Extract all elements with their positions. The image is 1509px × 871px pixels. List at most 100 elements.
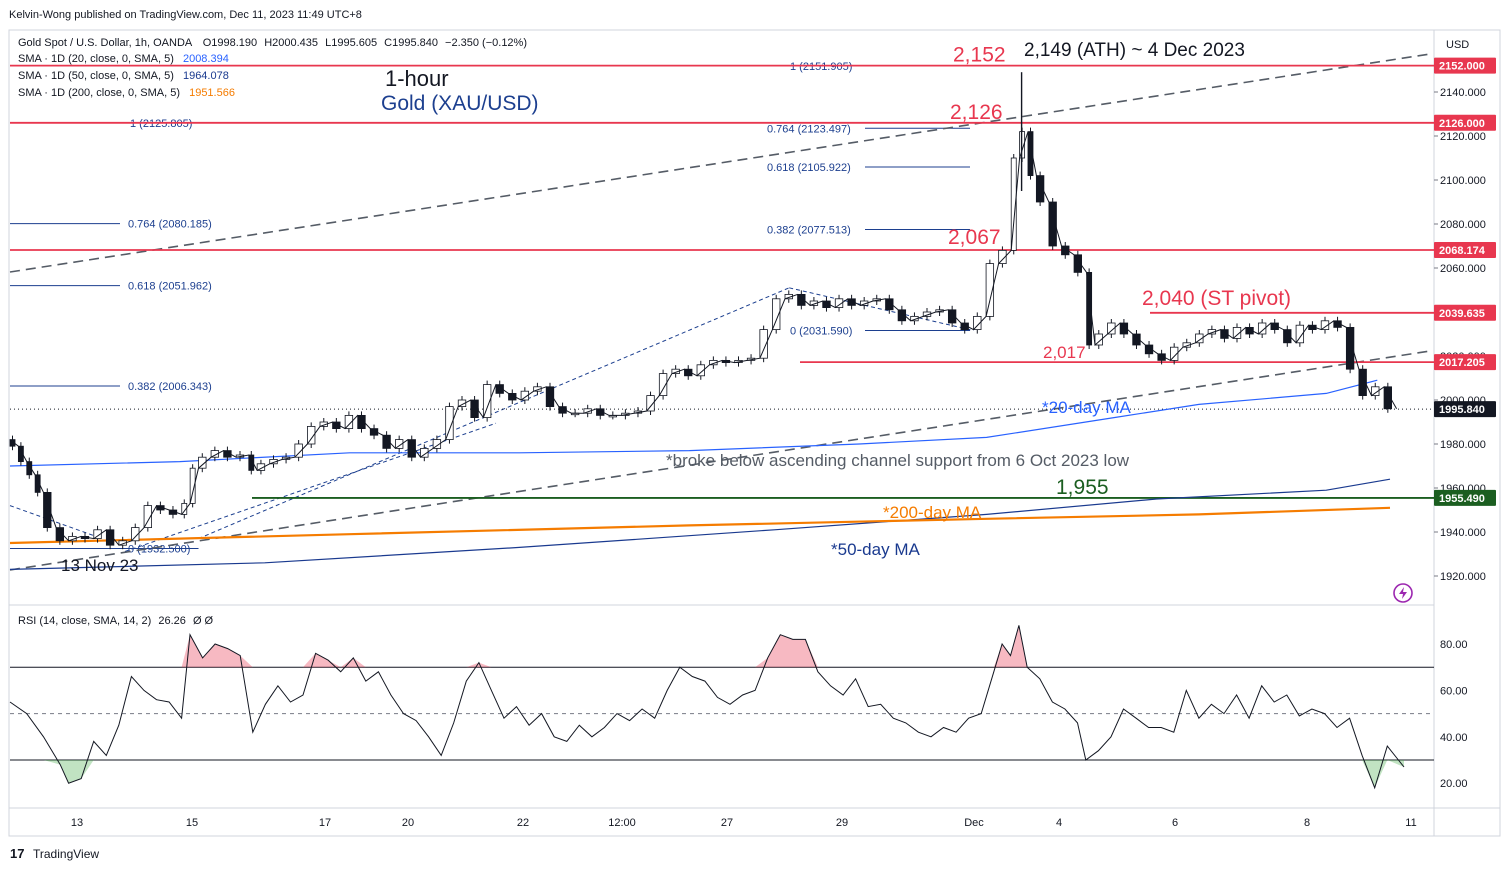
candle-body bbox=[1358, 368, 1367, 397]
time-tick-label: 6 bbox=[1172, 817, 1178, 829]
rsi-tick-label: 60.00 bbox=[1440, 685, 1468, 697]
level-label: 2,017 bbox=[1043, 343, 1086, 362]
channel-note: *broke below ascending channel support f… bbox=[666, 451, 1130, 470]
currency-label: USD bbox=[1446, 39, 1469, 51]
candle-body bbox=[1170, 346, 1179, 361]
fib-right-label: 0.618 (2105.922) bbox=[767, 162, 851, 174]
candle-body bbox=[834, 298, 844, 308]
alert-icon[interactable] bbox=[1393, 583, 1413, 603]
candle-body bbox=[1107, 322, 1116, 335]
time-tick-label: 12:00 bbox=[608, 817, 636, 829]
price-tick-label: 1920.000 bbox=[1440, 571, 1486, 583]
rsi-tick-label: 80.00 bbox=[1440, 639, 1468, 651]
candle-body bbox=[248, 454, 255, 471]
current-price-badge: 1995.840 bbox=[1439, 404, 1485, 416]
time-tick-label: 17 bbox=[319, 817, 331, 829]
candle-body bbox=[307, 425, 316, 445]
candle-body bbox=[1371, 386, 1380, 396]
time-tick-label: 4 bbox=[1056, 817, 1062, 829]
candle-body bbox=[420, 447, 429, 458]
candle-body bbox=[772, 298, 781, 330]
sma200-legend: SMA · 1D (200, close, 0, SMA, 5) 1951.56… bbox=[18, 87, 235, 99]
candle-body bbox=[1094, 333, 1103, 346]
level-label: 2,067 bbox=[948, 226, 1001, 249]
candle-body bbox=[457, 399, 467, 407]
candle-body bbox=[947, 309, 957, 324]
candle-body bbox=[1245, 326, 1254, 335]
rsi-oversold-fill bbox=[10, 760, 1404, 788]
instrument-label: Gold (XAU/USD) bbox=[381, 92, 539, 115]
fib-right-label: 0.382 (2077.513) bbox=[767, 224, 851, 236]
candle-body bbox=[1232, 326, 1242, 339]
candle-body bbox=[43, 491, 52, 528]
price-tick-label: 2060.000 bbox=[1440, 263, 1486, 275]
candle-body bbox=[684, 368, 693, 377]
candle-body bbox=[658, 373, 668, 397]
time-tick-label: 20 bbox=[402, 817, 414, 829]
time-tick-label: 11 bbox=[1405, 817, 1416, 829]
moving-averages bbox=[9, 379, 1391, 570]
candle-body bbox=[445, 406, 454, 441]
level-badge: 2126.000 bbox=[1439, 118, 1485, 130]
rsi-overbought-fill bbox=[10, 625, 1404, 668]
fib-right-label: 0 (2031.590) bbox=[790, 326, 852, 338]
fib-left-label: 0.764 (2080.185) bbox=[128, 219, 212, 231]
candle-body bbox=[382, 434, 391, 449]
candle-body bbox=[1073, 254, 1082, 273]
candle-body bbox=[520, 390, 530, 401]
fib-right-label: 1 (2151.905) bbox=[790, 61, 852, 73]
sma200-line bbox=[9, 506, 1391, 545]
candle-body bbox=[294, 443, 303, 458]
candle-body bbox=[55, 527, 65, 542]
candle-body bbox=[897, 309, 907, 322]
candle-body bbox=[847, 298, 856, 306]
candle-body bbox=[105, 529, 115, 546]
candle-body bbox=[1061, 245, 1070, 256]
ma200-label: *200-day MA bbox=[883, 503, 982, 522]
horizontal-levels: 2,152 2,126 2,067 2,040 (ST pivot) 2,017 1,95… bbox=[10, 44, 1434, 499]
time-tick-label: 13 bbox=[71, 817, 83, 829]
candle-body bbox=[1035, 175, 1045, 203]
level-badge-bg bbox=[1434, 114, 1496, 131]
candle-body bbox=[181, 502, 188, 515]
candle-body bbox=[1257, 322, 1267, 335]
candle-body bbox=[9, 439, 16, 447]
candle-body bbox=[17, 445, 24, 463]
time-tick-label: Dec bbox=[964, 817, 984, 829]
candle-body bbox=[223, 450, 232, 458]
candle-body bbox=[344, 414, 354, 429]
price-series bbox=[9, 72, 1398, 550]
fib-left-label: 1 (2125.805) bbox=[130, 118, 192, 130]
level-badge-bg bbox=[1434, 242, 1496, 259]
price-line bbox=[9, 131, 1398, 546]
price-badges: 2152.000 2126.000 2068.174 2039.635 2017.205… bbox=[1434, 57, 1496, 506]
fib-left-label: 0.382 (2006.343) bbox=[128, 381, 212, 393]
sma20-line bbox=[9, 379, 1378, 467]
candle-body bbox=[332, 421, 341, 429]
candle-body bbox=[596, 408, 605, 416]
price-tick-label: 1980.000 bbox=[1440, 439, 1486, 451]
level-badge: 1955.490 bbox=[1439, 493, 1485, 505]
level-label: 2,040 (ST pivot) bbox=[1142, 287, 1291, 310]
candle-body bbox=[1320, 320, 1330, 330]
candle-body bbox=[1195, 333, 1204, 344]
time-tick-label: 29 bbox=[836, 817, 848, 829]
candle-body bbox=[131, 527, 140, 542]
candle-body bbox=[26, 461, 33, 476]
candle-body bbox=[1333, 320, 1342, 328]
candle-body bbox=[646, 395, 655, 412]
candle-body bbox=[508, 392, 517, 401]
published-line: Kelvin-Wong published on TradingView.com… bbox=[9, 9, 362, 21]
price-tick-label: 2080.000 bbox=[1440, 219, 1486, 231]
sma20-legend: SMA · 1D (20, close, 0, SMA, 5) 2008.394 bbox=[18, 53, 229, 65]
candle-body bbox=[210, 450, 220, 458]
level-badge: 2017.205 bbox=[1439, 357, 1485, 369]
level-badge-bg bbox=[1434, 354, 1496, 371]
candle-body bbox=[973, 315, 982, 330]
candle-body bbox=[822, 300, 831, 308]
candle-body bbox=[93, 529, 102, 539]
timeframe-label: 1-hour bbox=[385, 66, 449, 91]
fib-left-label: 0 (1932.500) bbox=[128, 544, 190, 556]
candle-body bbox=[256, 463, 266, 471]
